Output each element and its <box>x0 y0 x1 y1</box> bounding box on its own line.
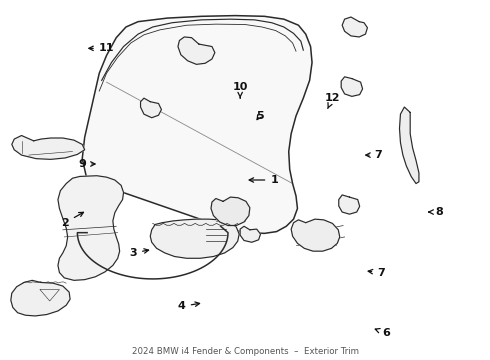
Text: 6: 6 <box>375 328 390 338</box>
Polygon shape <box>82 15 312 233</box>
Polygon shape <box>178 37 215 64</box>
Text: 7: 7 <box>368 267 385 278</box>
Text: 5: 5 <box>256 111 264 121</box>
Text: 1: 1 <box>249 175 278 185</box>
Text: 12: 12 <box>325 93 340 108</box>
Text: 7: 7 <box>366 150 383 160</box>
Polygon shape <box>240 226 261 242</box>
Polygon shape <box>150 219 239 258</box>
Text: 2024 BMW i4 Fender & Components  –  Exterior Trim: 2024 BMW i4 Fender & Components – Exteri… <box>131 347 359 356</box>
Polygon shape <box>339 195 360 214</box>
Polygon shape <box>58 176 123 280</box>
Text: 10: 10 <box>232 82 248 98</box>
Text: 8: 8 <box>429 207 443 217</box>
Polygon shape <box>11 280 70 316</box>
Text: 3: 3 <box>129 248 148 258</box>
Text: 2: 2 <box>61 212 83 228</box>
Polygon shape <box>291 219 340 251</box>
Text: 4: 4 <box>178 301 199 311</box>
Bar <box>205 230 225 234</box>
Text: 9: 9 <box>78 159 95 169</box>
Bar <box>205 237 225 241</box>
Polygon shape <box>341 77 363 96</box>
Polygon shape <box>211 197 250 226</box>
Polygon shape <box>12 135 85 159</box>
Polygon shape <box>342 17 368 37</box>
Polygon shape <box>141 98 161 118</box>
Polygon shape <box>399 107 419 184</box>
Text: 11: 11 <box>89 43 114 53</box>
